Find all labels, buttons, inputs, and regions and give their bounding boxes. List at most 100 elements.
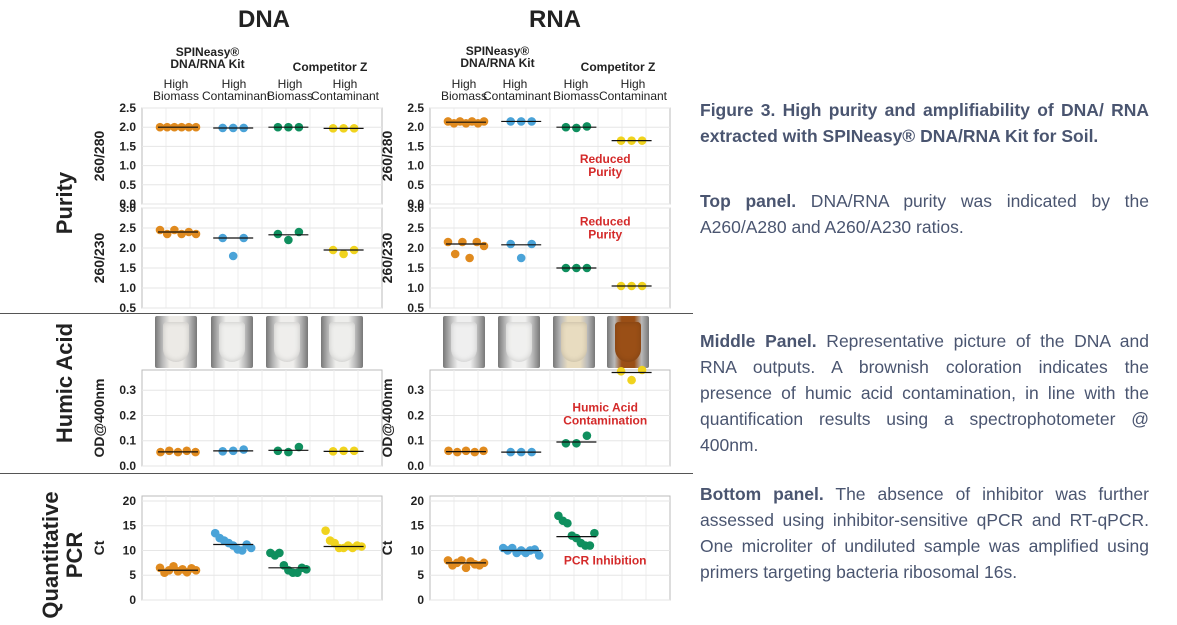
- tick-label: 0.0: [119, 459, 136, 473]
- bottom-panel-text: The absence of inhibitor was further ass…: [700, 484, 1149, 582]
- bottom-panel-lead: Bottom panel.: [700, 484, 824, 504]
- subheader-top: High: [332, 77, 358, 91]
- tick-label: 2.0: [407, 120, 424, 134]
- dna-subheaders: High Biomass High Contaminant High Biomass …: [148, 78, 380, 104]
- chart-rna_od400: 0.0 0.1 0.2 0.3 OD@400nm Humic AcidContaminat…: [379, 365, 671, 473]
- y-axis-label: 260/230: [379, 232, 395, 283]
- data-point-orange: [155, 225, 165, 235]
- chart-dna_260_280: 0.0 0.5 1.0 1.5 2.0 2.5 260/280: [91, 101, 383, 211]
- rna-subheaders: High Biomass High Contaminant High Biomass …: [436, 78, 668, 104]
- data-point-orange: [458, 237, 467, 247]
- subheader-bottom: Biomass: [152, 89, 199, 103]
- tick-label: 1.5: [119, 261, 136, 275]
- data-point-orange: [479, 446, 488, 456]
- tube-liquid: [219, 322, 245, 362]
- chart-dna_od400: 0.0 0.1 0.2 0.3 OD@400nm: [91, 369, 383, 473]
- data-point-green: [294, 442, 304, 452]
- tick-label: 2.0: [407, 241, 424, 255]
- tick-label: 2.5: [407, 221, 424, 235]
- dna-kit-header: SPINeasy® DNA/RNA Kit: [140, 46, 275, 70]
- data-point-blue: [246, 543, 256, 553]
- subheader-bottom: Contaminant: [310, 89, 380, 103]
- tick-label: 0.0: [119, 197, 136, 211]
- annotation-text: Reduced: [580, 152, 631, 166]
- data-point-orange: [170, 225, 179, 235]
- data-point-orange: [479, 117, 489, 126]
- tube-liquid: [329, 322, 355, 362]
- data-point-green: [563, 518, 572, 528]
- y-axis-label: Ct: [91, 540, 107, 555]
- tick-label: 1.0: [119, 159, 136, 173]
- subheader-3: High Biomass: [548, 78, 604, 102]
- top-panel-text: DNA/RNA purity was indicated by the A260…: [700, 191, 1150, 237]
- tick-label: 0.1: [119, 434, 136, 448]
- tick-label: 0.5: [119, 178, 136, 192]
- data-point-orange: [182, 446, 192, 456]
- tick-label: 2.5: [119, 221, 136, 235]
- tick-label: 1.5: [407, 261, 424, 275]
- annotation-text: Purity: [588, 165, 622, 179]
- annotation-text: PCR Inhibition: [564, 553, 647, 567]
- subheader-1: High Biomass: [436, 78, 492, 102]
- data-point-green: [302, 564, 311, 574]
- y-axis-label: 260/230: [91, 232, 107, 283]
- subheader-4: High Contaminant: [310, 78, 380, 102]
- tick-label: 0.5: [119, 301, 136, 315]
- tick-label: 0.0: [407, 459, 424, 473]
- subheader-4: High Contaminant: [598, 78, 668, 102]
- rna-competitor-header: Competitor Z: [580, 60, 656, 74]
- data-point-orange: [164, 446, 174, 456]
- subheader-top: High: [277, 77, 303, 91]
- tick-label: 0.0: [407, 197, 424, 211]
- dna-tube-photo-1: [155, 316, 197, 368]
- caption-middle-panel: Middle Panel. Representative picture of …: [700, 328, 1149, 458]
- subheader-3: High Biomass: [262, 78, 318, 102]
- data-point-orange: [461, 446, 471, 456]
- data-point-yellow: [339, 249, 348, 259]
- tick-label: 1.5: [119, 139, 136, 153]
- subheader-2: High Contaminant: [483, 77, 552, 103]
- top-panel-lead: Top panel.: [700, 191, 797, 211]
- data-point-blue: [527, 239, 536, 249]
- annotation-text: Humic Acid: [572, 401, 638, 415]
- tick-label: 0.3: [407, 383, 424, 397]
- data-point-green: [572, 123, 581, 133]
- subheader-bottom: Biomass: [440, 89, 487, 103]
- tick-label: 0: [129, 593, 136, 607]
- annotation-text: Contamination: [563, 414, 647, 428]
- tick-label: 15: [411, 519, 425, 533]
- data-point-orange: [177, 229, 186, 239]
- subheader-bottom: Contaminant: [598, 89, 668, 103]
- dna-column-title: DNA: [238, 6, 290, 33]
- middle-panel-text: Representative picture of the DNA and RN…: [700, 331, 1149, 455]
- data-point-orange: [162, 229, 172, 239]
- subheader-top: High: [620, 77, 646, 91]
- tick-label: 10: [411, 543, 425, 557]
- caption-top-panel: Top panel. DNA/RNA purity was indicated …: [700, 188, 1149, 240]
- subheader-top: High: [502, 77, 528, 91]
- y-axis-label: 260/280: [379, 130, 395, 181]
- tick-label: 2.5: [407, 101, 424, 115]
- divider-humic-qpcr: [0, 473, 693, 474]
- tick-label: 1.0: [119, 281, 136, 295]
- subheader-1: High Biomass: [148, 78, 204, 102]
- rna-column-title: RNA: [529, 6, 581, 33]
- data-point-green: [582, 431, 592, 440]
- rna-tube-photo-2: [498, 316, 540, 368]
- data-point-blue: [530, 545, 539, 554]
- data-point-green: [585, 541, 595, 550]
- tick-label: 2.0: [119, 241, 136, 255]
- data-point-green: [572, 438, 581, 448]
- subheader-2: High Contaminant: [202, 78, 270, 102]
- figure-title: Figure 3. High purity and amplifiability…: [700, 100, 1149, 146]
- rna-tube-photo-3: [553, 316, 595, 368]
- subheader-top: High: [163, 77, 189, 91]
- kit-line2: DNA/RNA Kit: [170, 57, 245, 71]
- data-point-orange: [479, 241, 489, 251]
- data-point-blue: [228, 251, 238, 261]
- data-point-yellow: [321, 526, 330, 535]
- subheader-bottom: Contaminant: [483, 89, 552, 103]
- rna-tube-photo-4: [607, 316, 649, 368]
